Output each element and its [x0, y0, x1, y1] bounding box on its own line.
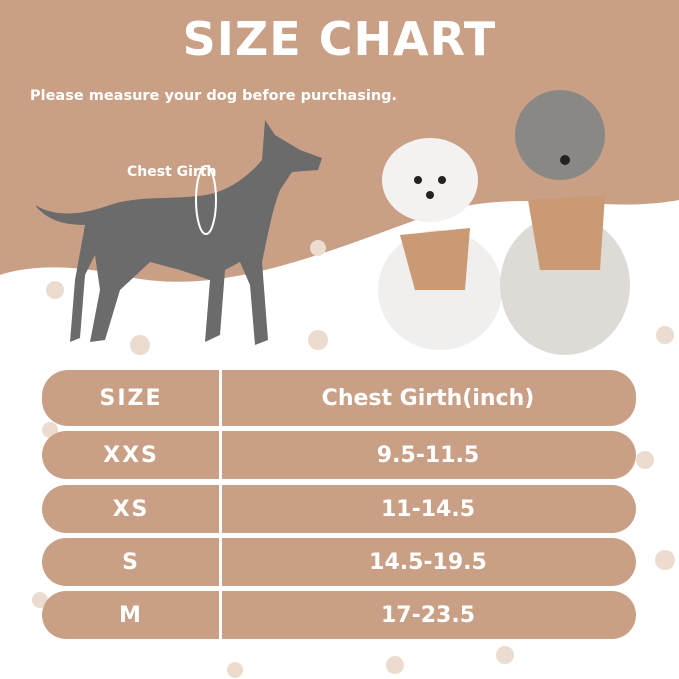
- chest-girth-measure-icon: [195, 165, 217, 235]
- subtitle: Please measure your dog before purchasin…: [30, 88, 398, 104]
- size-cell: M: [119, 602, 143, 628]
- table-row: M 17-23.5: [42, 591, 636, 639]
- chest-cell: 11-14.5: [380, 496, 476, 522]
- paw-print-icons: [32, 240, 675, 678]
- header-size: SIZE: [99, 385, 163, 411]
- chest-cell: 14.5-19.5: [369, 549, 487, 575]
- table-row: XXS 9.5-11.5: [42, 431, 636, 479]
- table-row: S 14.5-19.5: [42, 538, 636, 586]
- dog-photo-maltese: [378, 138, 502, 350]
- dog-silhouette-icon: [35, 120, 322, 345]
- chest-cell: 9.5-11.5: [376, 442, 480, 468]
- size-cell: S: [122, 549, 140, 575]
- dog-photo-schnauzer: [500, 90, 630, 355]
- size-cell: XS: [112, 496, 150, 522]
- header-chest-girth: Chest Girth(inch): [321, 385, 535, 411]
- table-header-row: SIZE Chest Girth(inch): [42, 370, 636, 426]
- chest-girth-label: Chest Girth: [127, 164, 217, 180]
- chest-cell: 17-23.5: [380, 602, 476, 628]
- table-row: XS 11-14.5: [42, 485, 636, 533]
- column-divider: [219, 370, 222, 640]
- page-title: SIZE CHART: [182, 12, 497, 66]
- size-cell: XXS: [103, 442, 159, 468]
